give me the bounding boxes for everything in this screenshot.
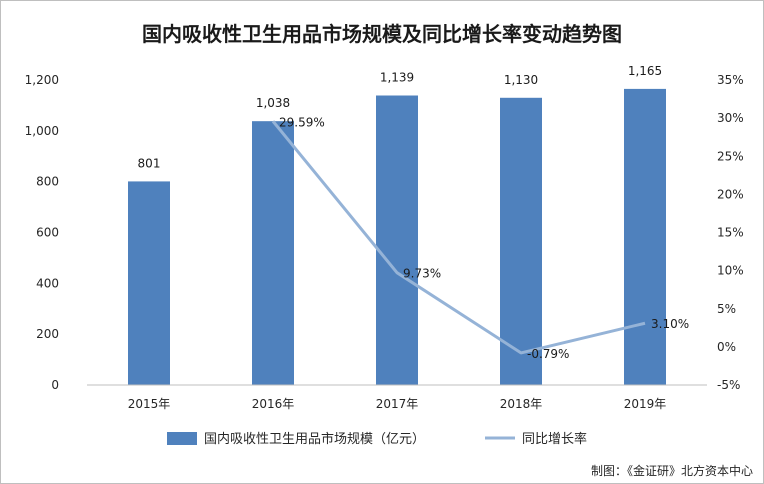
right-tick-label: 0% — [717, 340, 736, 354]
right-y-axis: -5% 0% 5% 10% 15% 20% 25% 30% 35% — [717, 73, 744, 392]
x-tick-label: 2015年 — [128, 397, 171, 411]
bar-value-label: 801 — [138, 156, 161, 170]
left-y-axis: 0 200 400 600 800 1,000 1,200 — [25, 73, 59, 392]
line-value-label: 9.73% — [403, 267, 441, 281]
growth-line — [271, 120, 646, 355]
bar-value-label: 1,165 — [628, 64, 662, 78]
x-axis: 2015年 2016年 2017年 2018年 2019年 — [87, 384, 707, 411]
right-tick-label: 15% — [717, 226, 744, 240]
left-tick-label: 600 — [36, 226, 59, 240]
source-note: 制图：《金证研》北方资本中心 — [591, 463, 753, 478]
right-tick-label: 10% — [717, 264, 744, 278]
left-tick-label: 200 — [36, 327, 59, 341]
line-value-label: -0.79% — [527, 347, 569, 361]
x-tick-label: 2017年 — [376, 397, 419, 411]
right-tick-label: 30% — [717, 111, 744, 125]
x-tick-label: 2019年 — [624, 397, 667, 411]
bar — [252, 121, 294, 386]
right-tick-label: 25% — [717, 149, 744, 163]
legend-bar-label: 国内吸收性卫生用品市场规模（亿元） — [204, 431, 425, 447]
line-series: 29.59% 9.73% -0.79% 3.10% — [271, 115, 689, 361]
x-tick-label: 2016年 — [252, 397, 295, 411]
line-value-label: 3.10% — [651, 317, 689, 331]
line-value-label: 29.59% — [279, 115, 325, 129]
bar — [624, 88, 666, 385]
legend-line-label: 同比增长率 — [522, 431, 587, 447]
bar-value-label: 1,139 — [380, 71, 414, 85]
bar-value-label: 1,130 — [504, 73, 538, 87]
bar — [500, 97, 542, 386]
left-tick-label: 1,200 — [25, 73, 59, 87]
bar — [128, 181, 170, 385]
bar — [376, 95, 418, 386]
right-tick-label: -5% — [717, 378, 740, 392]
legend-bar-swatch — [167, 432, 197, 445]
left-tick-label: 400 — [36, 276, 59, 290]
legend: 国内吸收性卫生用品市场规模（亿元） 同比增长率 — [167, 431, 587, 447]
bar-series: 801 1,038 1,139 1,130 1,165 — [128, 64, 666, 386]
left-tick-label: 1,000 — [25, 124, 59, 138]
x-tick-label: 2018年 — [500, 397, 543, 411]
left-tick-label: 800 — [36, 175, 59, 189]
right-tick-label: 20% — [717, 187, 744, 201]
right-tick-label: 35% — [717, 73, 744, 87]
left-tick-label: 0 — [51, 378, 59, 392]
bar-value-label: 1,038 — [256, 96, 290, 110]
right-tick-label: 5% — [717, 302, 736, 316]
chart-title: 国内吸收性卫生用品市场规模及同比增长率变动趋势图 — [142, 22, 622, 46]
